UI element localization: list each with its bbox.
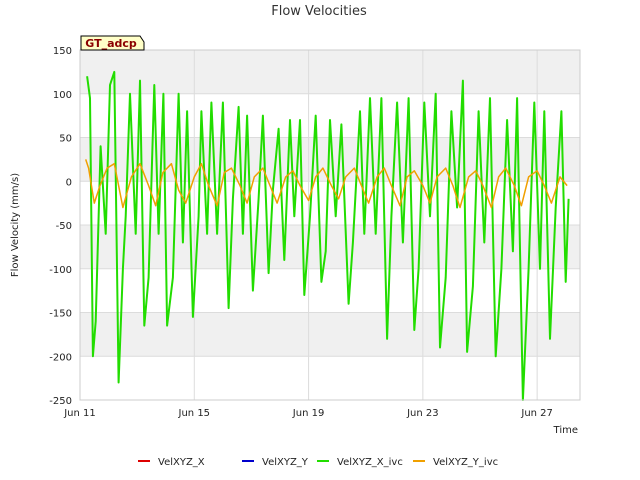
y-tick-label: 50: [59, 134, 72, 145]
legend-item-velxyz-x-ivc: VelXYZ_X_ivc: [317, 457, 403, 468]
series-line-velxyz-y-ivc: [84, 159, 568, 209]
y-tick-label: 100: [53, 90, 72, 101]
x-tick-label: Jun 19: [292, 408, 325, 419]
y-tick-label: 150: [53, 46, 72, 57]
legend-label: VelXYZ_Y: [262, 457, 309, 468]
y-tick-label: 0: [66, 177, 72, 188]
x-tick-label: Jun 15: [178, 408, 211, 419]
legend-label: VelXYZ_X: [158, 457, 205, 468]
x-tick-label: Jun 11: [63, 408, 96, 419]
legend-item-velxyz-y-ivc: VelXYZ_Y_ivc: [413, 457, 498, 468]
chart-title: Flow Velocities: [271, 4, 367, 19]
x-tick-label: Jun 27: [520, 408, 553, 419]
x-axis-label: Time: [553, 425, 578, 436]
x-ticks: Jun 11 Jun 15 Jun 19 Jun 23 Jun 27: [63, 408, 553, 419]
badge-text: GT_adcp: [85, 37, 137, 50]
badge-shape: [80, 35, 145, 51]
plot-frame: [79, 49, 581, 401]
y-tick-label: -150: [49, 309, 72, 320]
legend-item-velxyz-x: VelXYZ_X: [138, 457, 205, 468]
legend: VelXYZ_X VelXYZ_Y VelXYZ_X_ivc VelXYZ_Y_ivc: [138, 457, 498, 468]
y-ticks: 150 100 50 0 -50 -100 -150 -200 -250: [49, 46, 72, 407]
y-tick-label: -200: [49, 352, 72, 363]
y-axis-label: Flow Velocity (mm/s): [10, 173, 21, 277]
series-line-velxyz-x-ivc: [86, 70, 570, 401]
gt-adcp-badge: GT_adcp: [80, 35, 145, 51]
plot-band: [80, 225, 580, 269]
axes: [79, 49, 581, 401]
y-tick-label: -50: [56, 221, 72, 232]
y-tick-label: -100: [49, 265, 72, 276]
series-layer: [84, 70, 570, 401]
legend-item-velxyz-y: VelXYZ_Y: [242, 457, 309, 468]
legend-label: VelXYZ_Y_ivc: [433, 457, 498, 468]
y-tick-label: -250: [49, 396, 72, 407]
plot-band: [80, 312, 580, 357]
x-tick-label: Jun 23: [406, 408, 439, 419]
plot-band: [80, 50, 580, 94]
legend-label: VelXYZ_X_ivc: [337, 457, 403, 468]
